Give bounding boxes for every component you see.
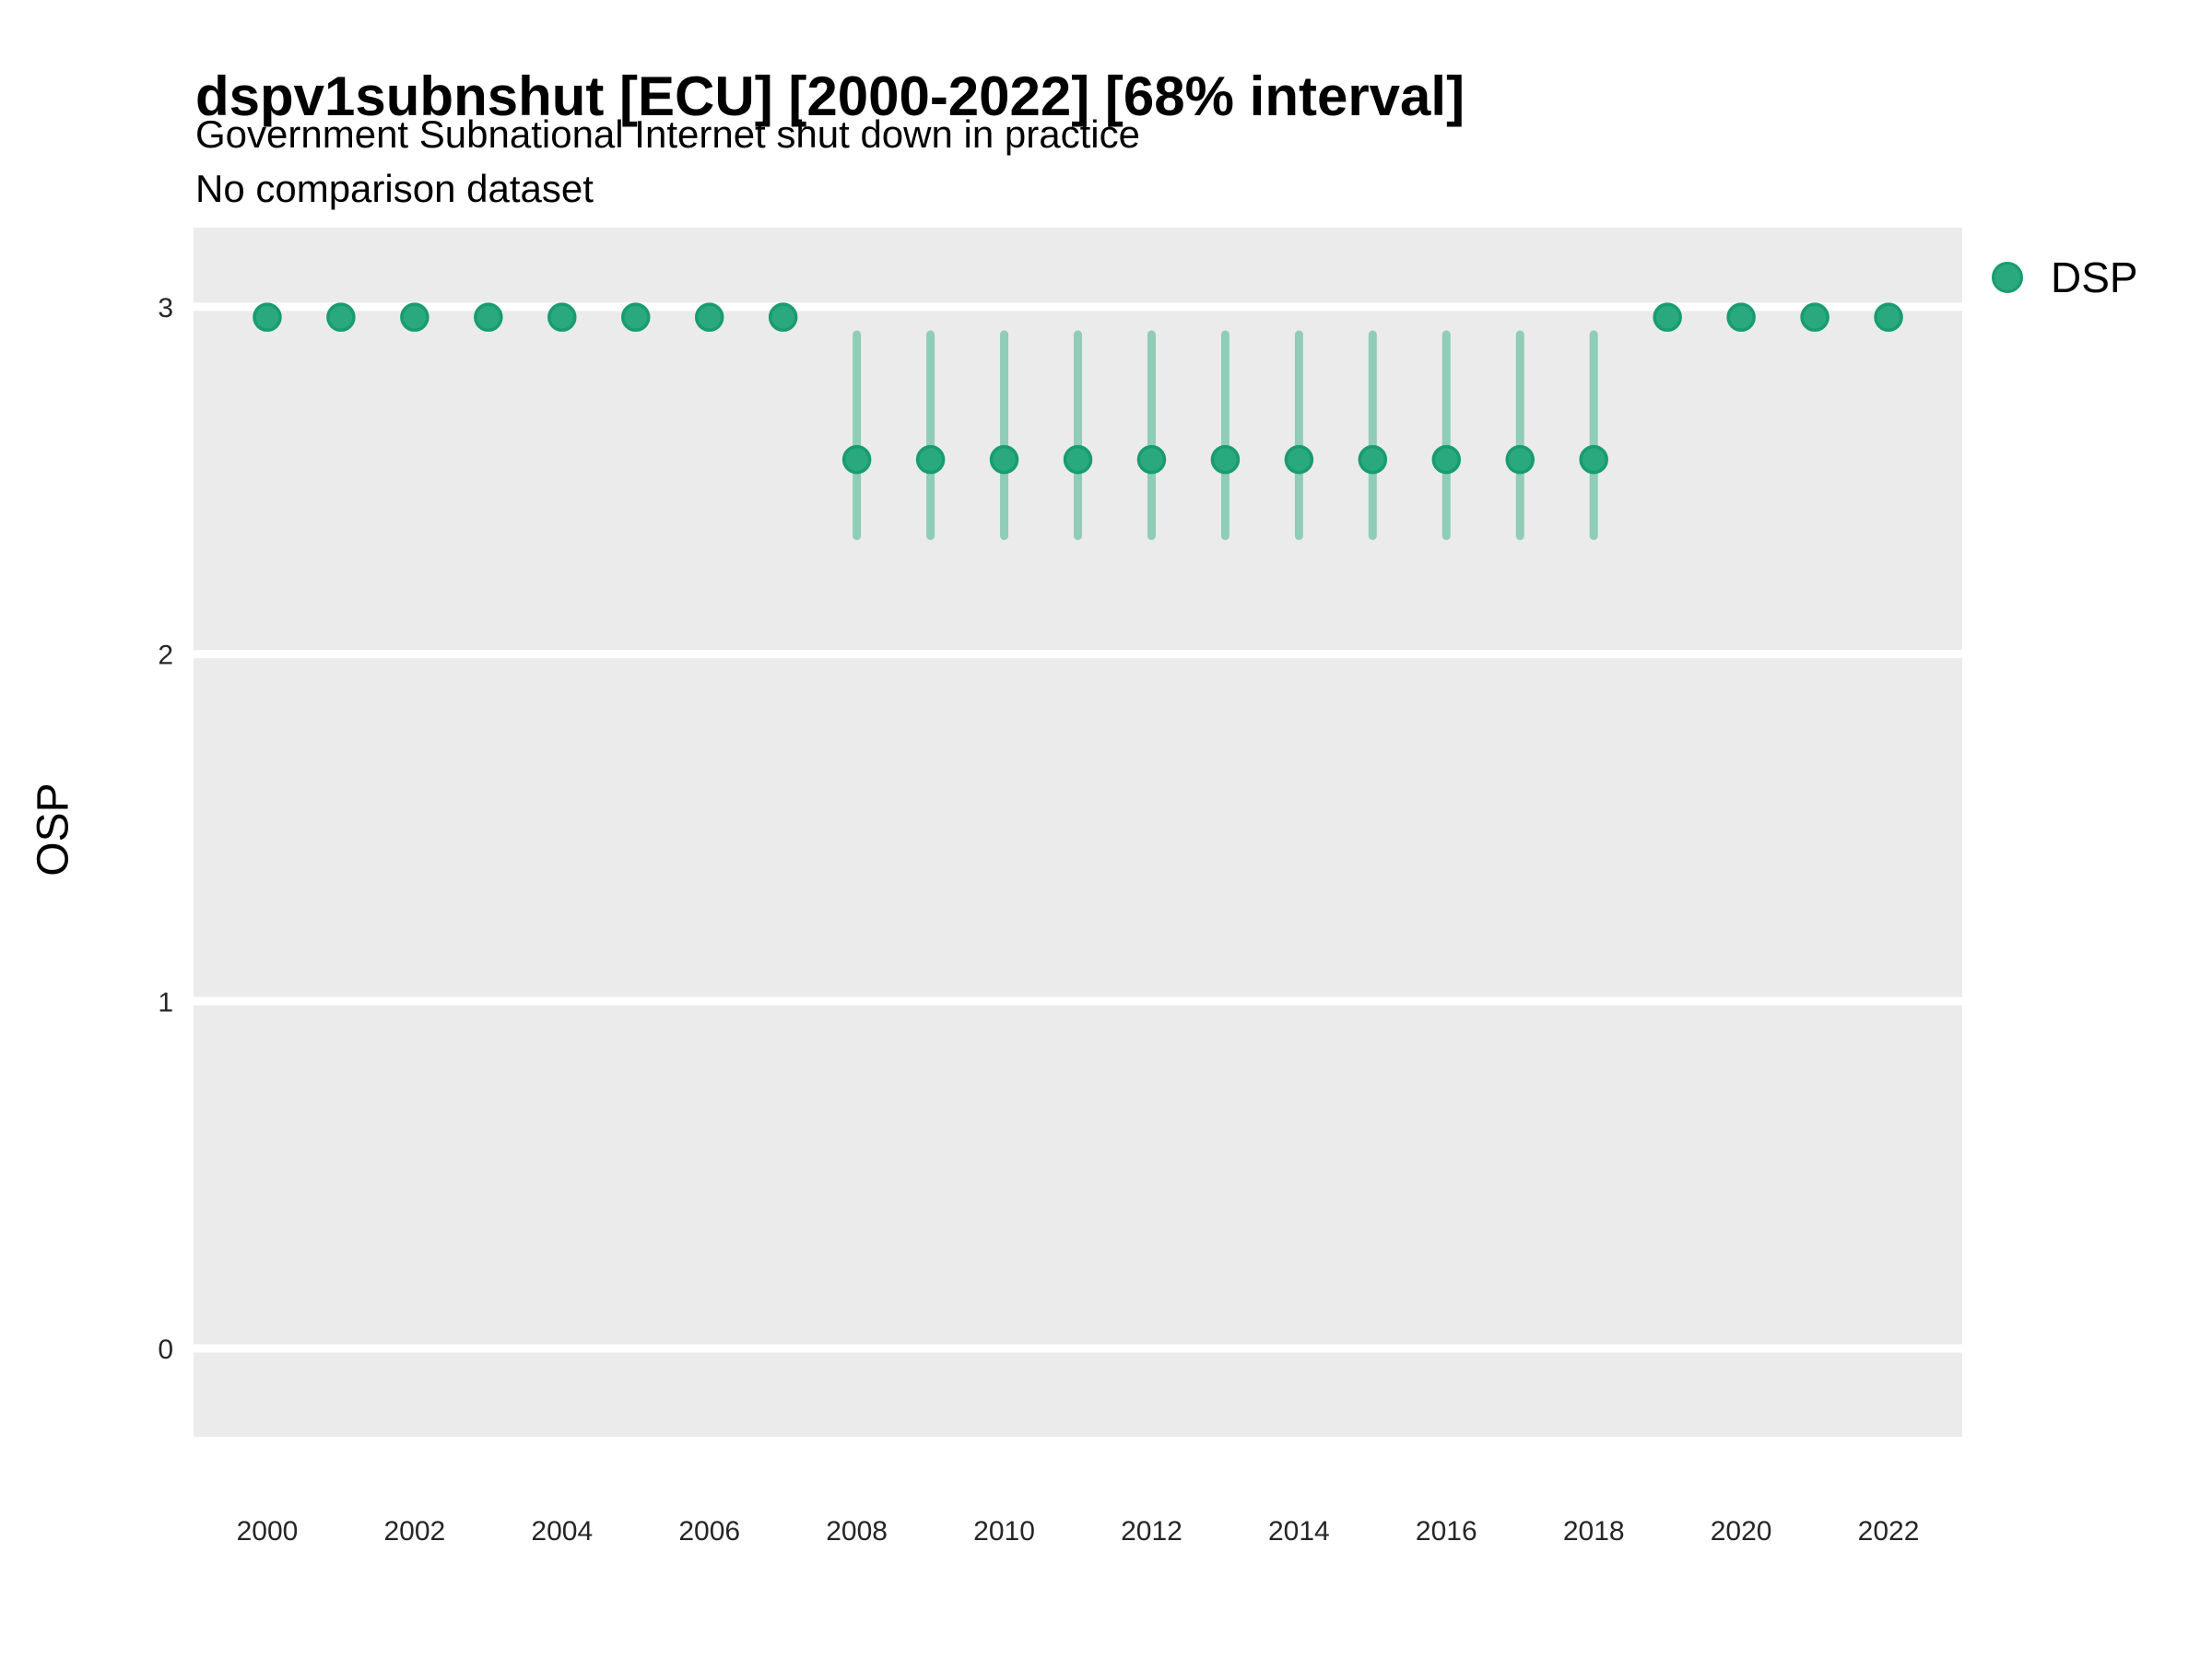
chart-subtitle: Government Subnational Internet shut dow… xyxy=(195,112,1140,156)
x-tick-label-2008: 2008 xyxy=(826,1516,888,1547)
point-2019 xyxy=(1653,302,1682,332)
point-2009 xyxy=(915,444,946,475)
x-tick-label-2018: 2018 xyxy=(1563,1516,1625,1547)
x-tick-label-2002: 2002 xyxy=(384,1516,446,1547)
point-2011 xyxy=(1063,444,1093,475)
chart-title: dspv1subnshut [ECU] [2000-2022] [68% int… xyxy=(195,65,1465,128)
y-tick-label-1: 1 xyxy=(158,987,173,1018)
x-tick-label-2010: 2010 xyxy=(973,1516,1035,1547)
point-2010 xyxy=(989,444,1019,475)
y-tick-label-0: 0 xyxy=(158,1335,173,1365)
x-tick-label-2006: 2006 xyxy=(678,1516,740,1547)
x-tick-label-2014: 2014 xyxy=(1268,1516,1330,1547)
point-2008 xyxy=(841,444,872,475)
point-2003 xyxy=(474,302,503,332)
x-tick-label-2020: 2020 xyxy=(1711,1516,1772,1547)
point-2000 xyxy=(253,302,282,332)
x-tick-label-2004: 2004 xyxy=(531,1516,593,1547)
point-2018 xyxy=(1579,444,1608,475)
point-2012 xyxy=(1136,444,1167,475)
y-tick-label-3: 3 xyxy=(158,293,173,324)
x-tick-label-2000: 2000 xyxy=(237,1516,299,1547)
y-tick-label-2: 2 xyxy=(158,641,173,671)
point-2014 xyxy=(1284,444,1314,475)
legend: DSP xyxy=(1992,256,2138,299)
point-2013 xyxy=(1210,444,1241,475)
point-2001 xyxy=(326,302,356,332)
x-tick-label-2016: 2016 xyxy=(1416,1516,1477,1547)
point-2002 xyxy=(400,302,429,332)
point-2004 xyxy=(547,302,577,332)
x-tick-label-2012: 2012 xyxy=(1121,1516,1182,1547)
point-2007 xyxy=(768,302,798,332)
point-2020 xyxy=(1726,302,1756,332)
legend-dsp-label: DSP xyxy=(2051,253,2138,301)
chart-caption: No comparison dataset xyxy=(195,167,594,210)
point-2015 xyxy=(1358,444,1388,475)
point-2016 xyxy=(1431,444,1462,475)
point-2005 xyxy=(621,302,651,332)
point-2021 xyxy=(1800,302,1830,332)
point-2022 xyxy=(1874,302,1903,332)
point-2017 xyxy=(1505,444,1535,475)
point-2006 xyxy=(694,302,724,332)
x-tick-label-2022: 2022 xyxy=(1858,1516,1920,1547)
legend-dsp-marker xyxy=(1992,262,2023,293)
